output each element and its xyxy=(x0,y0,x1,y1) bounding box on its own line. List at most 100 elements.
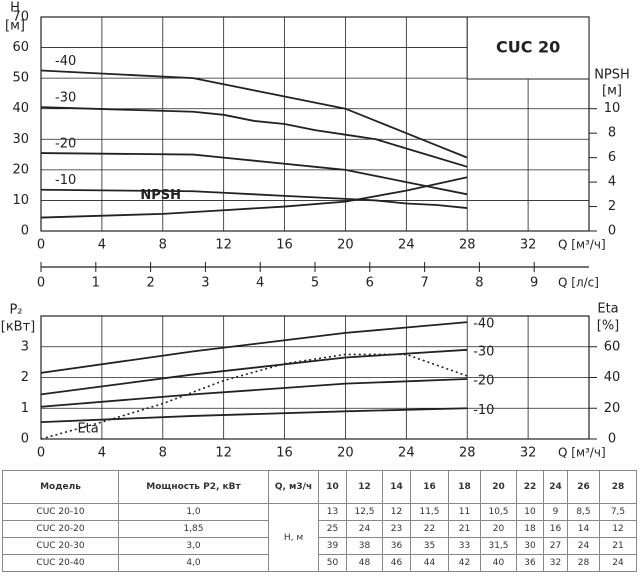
series-label: -20 xyxy=(55,137,76,152)
header-cell: 18 xyxy=(448,470,481,504)
value-cell: 27 xyxy=(543,537,568,555)
x-tick-label: 16 xyxy=(276,446,293,461)
header-cell: 14 xyxy=(382,470,411,504)
model-cell: CUC 20-30 xyxy=(2,537,119,555)
x-tick-label: 4 xyxy=(98,238,106,253)
value-cell: 23 xyxy=(382,520,411,538)
y-tick-label: 0 xyxy=(21,432,29,447)
value-cell: 44 xyxy=(410,554,449,572)
power-cell: 3,0 xyxy=(118,537,269,555)
y2-axis-label: [м] xyxy=(602,84,622,99)
value-cell: 24 xyxy=(346,520,383,538)
table-row: CUC 20-10 1,0 Н, м 13 12,5 12 11,5 11 10,5 10 9 8,5… xyxy=(2,503,637,572)
x2-tick-label: 6 xyxy=(366,276,374,291)
x2-tick-label: 3 xyxy=(201,276,209,291)
value-cell: 18 xyxy=(516,520,544,538)
curve xyxy=(40,348,468,396)
value-cell: 10,5 xyxy=(480,503,517,521)
value-cell: 39 xyxy=(318,537,347,555)
value-cell: 24 xyxy=(567,537,600,555)
value-cell: 25 xyxy=(318,520,347,538)
y-tick-label: 1 xyxy=(21,401,29,416)
curve xyxy=(40,188,468,209)
table-row: CUC 20-40 4,0 50 48 46 44 42 40 36 32 28 24 xyxy=(2,554,637,572)
y2-tick-label: 0 xyxy=(608,224,616,239)
value-cell: 36 xyxy=(382,537,411,555)
y-axis-label: H xyxy=(10,1,20,16)
value-cell: 14 xyxy=(567,520,600,538)
y2-tick-label: 8 xyxy=(608,126,616,141)
header-cell: Мощность P2, кВт xyxy=(118,470,269,504)
value-cell: 30 xyxy=(516,537,544,555)
x2-tick-label: 4 xyxy=(256,276,264,291)
value-cell: 22 xyxy=(410,520,449,538)
x-tick-label: 0 xyxy=(37,238,45,253)
x-axis-label: Q [м³/ч] xyxy=(558,446,606,460)
header-cell: 10 xyxy=(318,470,347,504)
y2-tick-label: 6 xyxy=(608,150,616,165)
series-label: -10 xyxy=(473,403,494,418)
x-axis-label: Q [м³/ч] xyxy=(558,238,606,252)
series-label: Eta xyxy=(77,422,98,437)
y2-tick-label: 4 xyxy=(608,175,616,190)
y2-axis-label: [%] xyxy=(597,319,620,334)
power-cell: 1,85 xyxy=(118,520,269,538)
value-cell: 9 xyxy=(543,503,568,521)
power-cell: 1,0 xyxy=(118,503,269,521)
header-cell: 26 xyxy=(567,470,600,504)
header-cell: 20 xyxy=(480,470,517,504)
value-cell: 21 xyxy=(448,520,481,538)
value-cell: 12 xyxy=(382,503,411,521)
value-cell: 38 xyxy=(346,537,383,555)
y-tick-label: 10 xyxy=(12,193,29,208)
value-cell: 48 xyxy=(346,554,383,572)
value-cell: 13 xyxy=(318,503,347,521)
table-row: CUC 20-30 3,0 39 38 36 35 33 31,5 30 27 24 21 xyxy=(2,537,637,555)
value-cell: 42 xyxy=(448,554,481,572)
x-tick-label: 28 xyxy=(459,446,476,461)
value-cell: 24 xyxy=(599,554,637,572)
y-tick-label: 60 xyxy=(12,40,29,55)
curve xyxy=(40,378,468,408)
curve xyxy=(40,106,468,168)
data-table: Модель Мощность P2, кВт Q, м3/ч 10 12 14 16… xyxy=(2,470,637,572)
series-label: -30 xyxy=(473,344,494,359)
header-cell: 22 xyxy=(516,470,544,504)
x2-tick-label: 2 xyxy=(146,276,154,291)
curve xyxy=(40,69,468,159)
x-tick-label: 0 xyxy=(37,446,45,461)
header-cell: 24 xyxy=(543,470,568,504)
series-label: -10 xyxy=(55,173,76,188)
y-tick-label: 3 xyxy=(21,339,29,354)
x-tick-label: 28 xyxy=(459,238,476,253)
x-tick-label: 32 xyxy=(520,446,537,461)
x2-tick-label: 8 xyxy=(475,276,483,291)
header-cell: 12 xyxy=(346,470,383,504)
x-tick-label: 16 xyxy=(276,238,293,253)
y-tick-label: 70 xyxy=(12,10,29,25)
header-cell: Модель xyxy=(2,470,119,504)
value-cell: 10 xyxy=(516,503,544,521)
series-label: -20 xyxy=(473,374,494,389)
model-cell: CUC 20-20 xyxy=(2,520,119,538)
value-cell: 11,5 xyxy=(410,503,449,521)
value-cell: 33 xyxy=(448,537,481,555)
y-axis-label: P₂ xyxy=(9,303,22,318)
table-row: CUC 20-20 1,85 25 24 23 22 21 20 18 16 14 12 xyxy=(2,520,637,538)
value-cell: 50 xyxy=(318,554,347,572)
x-tick-label: 20 xyxy=(337,238,354,253)
value-cell: 46 xyxy=(382,554,411,572)
x-tick-label: 12 xyxy=(215,238,232,253)
x-tick-label: 8 xyxy=(159,446,167,461)
header-row: Модель Мощность P2, кВт Q, м3/ч 10 12 14 16… xyxy=(2,470,637,504)
x-tick-label: 4 xyxy=(98,446,106,461)
x-tick-label: 32 xyxy=(520,238,537,253)
y2-tick-label: 60 xyxy=(604,339,621,354)
y-tick-label: 0 xyxy=(21,224,29,239)
x2-tick-label: 7 xyxy=(420,276,428,291)
model-cell: CUC 20-10 xyxy=(2,503,119,521)
y-tick-label: 2 xyxy=(21,370,29,385)
x2-tick-label: 9 xyxy=(530,276,538,291)
value-cell: 8,5 xyxy=(567,503,600,521)
